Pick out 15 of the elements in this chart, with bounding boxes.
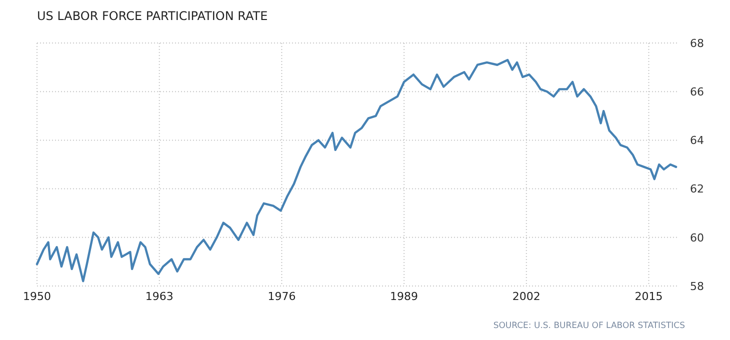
x-tick-label: 1950	[23, 290, 51, 303]
x-tick-label: 1963	[145, 290, 174, 303]
y-tick-label: 62	[690, 182, 704, 196]
line-series	[36, 58, 678, 282]
y-tick-label: 64	[690, 134, 704, 148]
x-tick-label: 2015	[634, 290, 663, 303]
chart-title: US LABOR FORCE PARTICIPATION RATE	[37, 9, 268, 23]
x-tick-label: 2002	[512, 290, 540, 303]
y-tick-label: 58	[690, 280, 704, 293]
y-tick-label: 66	[690, 85, 704, 98]
x-tick-label: 1989	[390, 290, 418, 303]
y-tick-label: 60	[690, 231, 704, 244]
y-tick-label: 68	[690, 36, 704, 50]
source-note: SOURCE: U.S. BUREAU OF LABOR STATISTICS	[493, 321, 685, 331]
x-tick-label: 1976	[268, 290, 296, 303]
